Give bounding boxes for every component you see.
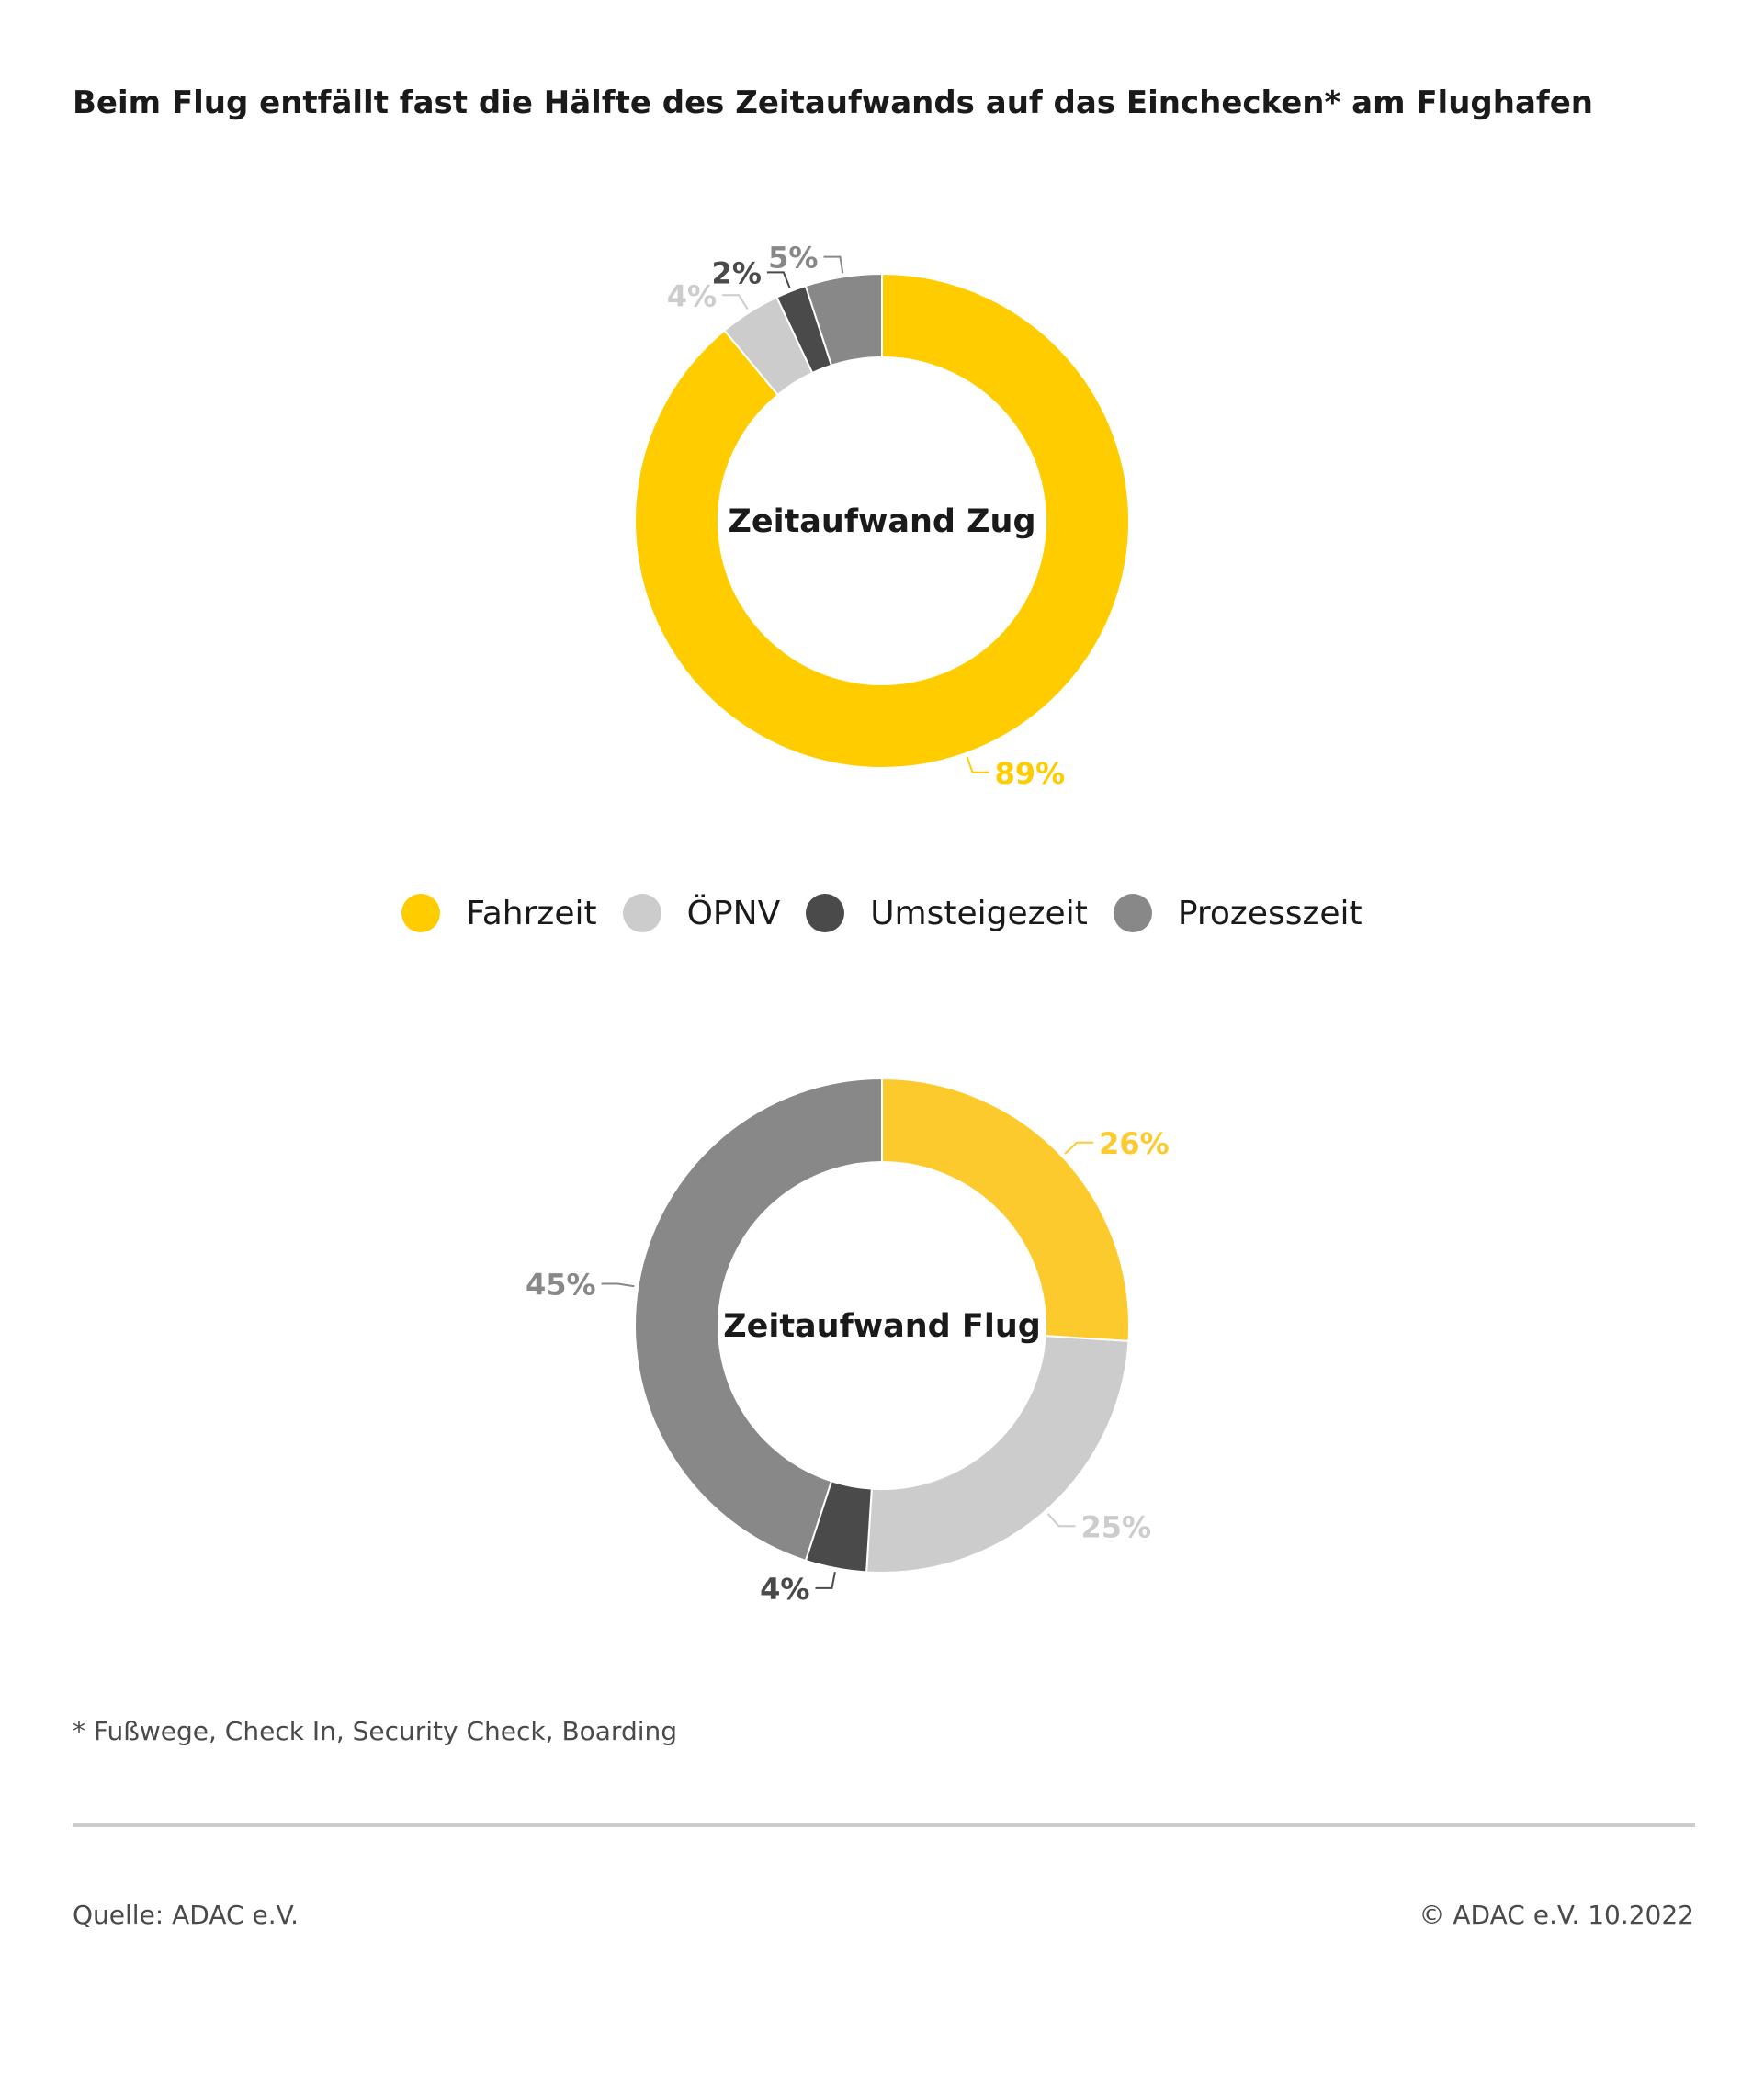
slice-zug-prozesszeit: [804, 272, 883, 367]
legend-label-prozesszeit: Prozesszeit: [1177, 894, 1363, 932]
slice-flug-fahrzeit: [881, 1077, 1130, 1342]
legend-item-umsteigezeit: Umsteigezeit: [806, 894, 1088, 932]
leader-flug-prozesszeit: [601, 1282, 635, 1288]
data-label-zug-oepnv: 4%: [667, 278, 717, 313]
chart-title: Beim Flug entfällt fast die Hälfte des Z…: [73, 85, 1593, 121]
data-label-zug-prozesszeit: 5%: [768, 241, 818, 276]
data-label-flug-fahrzeit: 26%: [1099, 1126, 1170, 1161]
slice-flug-oepnv: [865, 1335, 1130, 1574]
legend-swatch-prozesszeit: [1113, 894, 1152, 932]
leader-flug-umsteigezeit: [815, 1571, 836, 1589]
slice-flug-prozesszeit: [634, 1077, 883, 1563]
data-label-zug-fahrzeit: 89%: [995, 756, 1066, 791]
donut-charts: 89%4%2% 5%Zeitaufwand Zug26%25%4%45%Zeita…: [526, 241, 1170, 1607]
leader-zug-oepnv: [722, 294, 749, 310]
leader-zug-prozesszeit: [823, 255, 844, 274]
legend-item-prozesszeit: Prozesszeit: [1113, 894, 1363, 932]
donut-flug: 26% 25% 4% 45% Zeitaufwand Flug: [526, 1077, 1170, 1607]
divider: [73, 1823, 1695, 1827]
leader-zug-fahrzeit: [966, 756, 989, 773]
legend-swatch-fahrzeit: [401, 894, 441, 932]
donut-center-title-zug: Zeitaufwand Zug: [728, 503, 1035, 540]
legend-swatch-oepnv: [622, 894, 662, 932]
leader-flug-fahrzeit: [1064, 1141, 1094, 1155]
data-label-zug-umsteigezeit: 2%: [712, 255, 762, 290]
source-note: Quelle: ADAC e.V.: [73, 1900, 300, 1930]
donut-center-title-flug: Zeitaufwand Flug: [723, 1308, 1041, 1345]
slice-zug-fahrzeit: [634, 272, 1130, 769]
legend-label-umsteigezeit: Umsteigezeit: [870, 894, 1088, 932]
legend-label-fahrzeit: Fahrzeit: [466, 894, 597, 932]
legend-item-oepnv: ÖPNV: [622, 894, 781, 932]
donut-zug: 89% 4%2% 5% Zeitaufwand Zug: [634, 241, 1130, 791]
data-label-flug-oepnv: 25%: [1080, 1509, 1151, 1544]
legend: Fahrzeit ÖPNV Umsteigezeit Prozesszeit: [0, 894, 1764, 932]
data-label-flug-prozesszeit: 45%: [526, 1267, 596, 1302]
copyright-note: © ADAC e.V. 10.2022: [1419, 1900, 1695, 1930]
leader-flug-oepnv: [1046, 1513, 1076, 1528]
legend-label-oepnv: ÖPNV: [686, 894, 781, 932]
leader-zug-umsteigezeit: [766, 271, 791, 288]
data-label-flug-umsteigezeit: 4%: [760, 1572, 809, 1607]
footnote: * Fußwege, Check In, Security Check, Boa…: [73, 1716, 678, 1746]
legend-item-fahrzeit: Fahrzeit: [401, 894, 597, 932]
legend-swatch-umsteigezeit: [806, 894, 845, 932]
